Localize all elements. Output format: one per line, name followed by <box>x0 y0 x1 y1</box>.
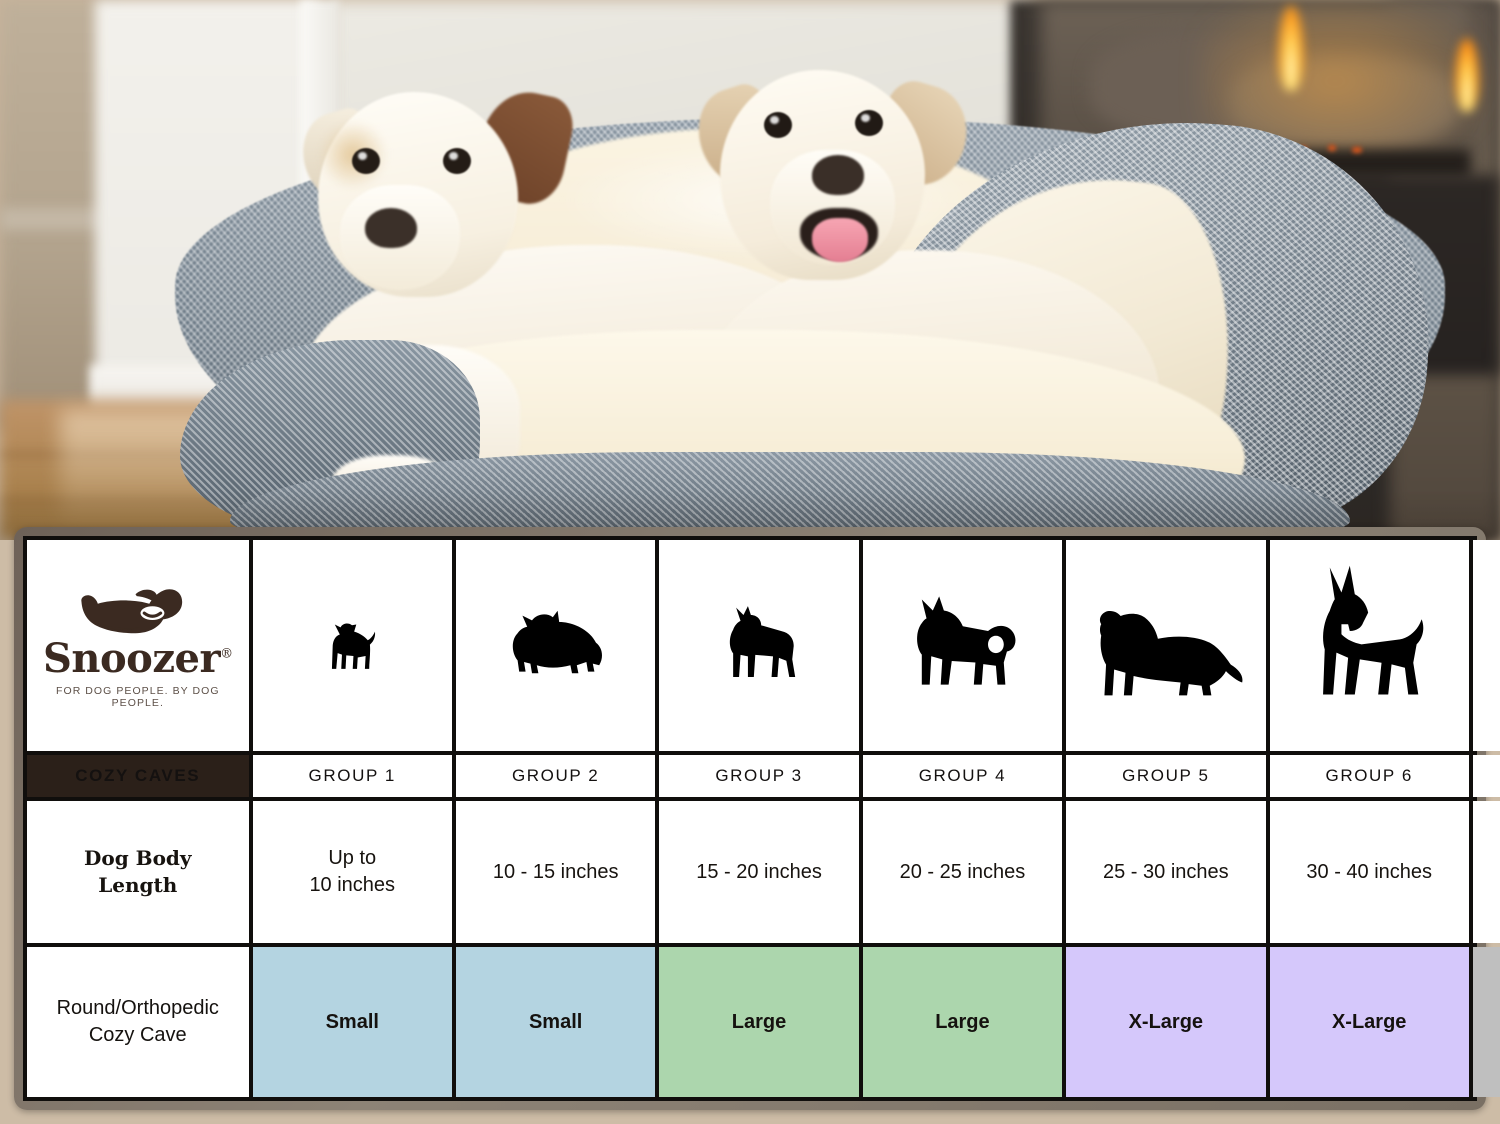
hero-product-photo <box>0 0 1500 540</box>
dog-left-nose <box>365 208 417 248</box>
doberman-silhouette <box>1323 565 1424 694</box>
golden-retriever-silhouette <box>1099 610 1243 695</box>
body-length-group-1-line2: 10 inches <box>309 874 396 896</box>
recommended-size-group-4: Large <box>862 947 1067 1097</box>
body-length-group-1: Up to 10 inches <box>252 801 456 943</box>
size-chart-table: Snoozer® FOR DOG PEOPLE. BY DOG PEOPLE. <box>23 536 1500 1101</box>
brand-logo: Snoozer® FOR DOG PEOPLE. BY DOG PEOPLE. <box>27 540 253 751</box>
cozy-cave-bed-front-rim <box>230 452 1350 540</box>
group-header-5: GROUP 5 <box>1066 755 1270 797</box>
silhouette-cell-group-6 <box>1269 540 1473 751</box>
recommended-size-group-3: Large <box>659 947 863 1097</box>
fire-flame-icon <box>1455 38 1479 112</box>
dog-right-tongue <box>812 218 868 262</box>
silhouette-cell-group-7 <box>1472 540 1500 751</box>
shiba-inu-silhouette <box>917 595 1016 685</box>
group-header-2: GROUP 2 <box>455 755 660 797</box>
recommended-size-label: Round/Orthopedic Cozy Cave <box>27 947 253 1097</box>
dog-left-eye-highlight <box>449 152 458 160</box>
body-length-group-5: 25 - 30 inches <box>1066 801 1270 943</box>
fire-ember <box>1328 145 1336 151</box>
fire-ember <box>1352 147 1362 153</box>
size-chart-frame: Snoozer® FOR DOG PEOPLE. BY DOG PEOPLE. <box>14 527 1500 1110</box>
fire-flame-icon <box>1278 5 1304 91</box>
silhouette-cell-group-2 <box>455 540 660 751</box>
body-length-group-6: 30 - 40 inches <box>1269 801 1473 943</box>
registered-trademark-icon: ® <box>220 646 233 662</box>
group-header-3: GROUP 3 <box>659 755 863 797</box>
recommended-size-label-line2: Cozy Cave <box>88 1024 187 1046</box>
silhouette-cell-group-5 <box>1066 540 1270 751</box>
silhouette-row: Snoozer® FOR DOG PEOPLE. BY DOG PEOPLE. <box>27 540 1500 755</box>
dog-body-length-row: Dog Body Length Up to 10 inches 10 - 15 … <box>27 801 1500 947</box>
group-header-row: COZY CAVES GROUP 1 GROUP 2 GROUP 3 GROUP… <box>27 755 1500 801</box>
cozy-caves-banner: COZY CAVES <box>27 755 253 797</box>
body-length-group-4: 20 - 25 inches <box>862 801 1067 943</box>
dog-right-eye-highlight <box>861 114 870 122</box>
body-length-group-3: 15 - 20 inches <box>659 801 863 943</box>
brand-wordmark: Snoozer® <box>43 638 233 679</box>
dog-left-eye <box>352 148 380 174</box>
great-dane-silhouette <box>1492 551 1500 741</box>
group-header-4: GROUP 4 <box>862 755 1067 797</box>
dog-right-eye <box>764 112 792 138</box>
recommended-size-group-6: X-Large <box>1269 947 1473 1097</box>
sleeping-dog-head-icon <box>81 588 182 633</box>
pomeranian-silhouette <box>512 610 602 673</box>
dog-right-eye <box>855 110 883 136</box>
recommended-size-group-2: Small <box>455 947 660 1097</box>
body-length-group-2: 10 - 15 inches <box>455 801 660 943</box>
brand-wordmark-text: Snoozer <box>42 634 221 682</box>
boston-terrier-silhouette <box>729 605 796 677</box>
dog-right-nose <box>812 155 864 195</box>
dog-left-eye-highlight <box>358 152 367 160</box>
silhouette-cell-group-1 <box>252 540 456 751</box>
dog-body-length-label: Dog Body Length <box>27 801 253 943</box>
recommended-size-group-5: X-Large <box>1066 947 1270 1097</box>
dog-right-eye-highlight <box>770 116 779 124</box>
silhouette-cell-group-4 <box>862 540 1067 751</box>
group-header-6: GROUP 6 <box>1269 755 1473 797</box>
dog-body-length-label-line1: Dog Body <box>84 846 192 870</box>
body-length-group-1-line1: Up to <box>328 847 377 869</box>
dog-left-eye <box>443 148 471 174</box>
chihuahua-silhouette <box>332 622 376 669</box>
recommended-size-label-line1: Round/Orthopedic <box>56 997 219 1019</box>
recommended-size-group-1: Small <box>252 947 456 1097</box>
group-header-1: GROUP 1 <box>252 755 456 797</box>
recommended-size-group-7: Not Recommended <box>1472 947 1500 1097</box>
body-length-group-7: 40 - 50 inches <box>1472 801 1500 943</box>
silhouette-cell-group-3 <box>659 540 863 751</box>
group-header-7: GROUP 7 <box>1472 755 1500 797</box>
brand-tagline: FOR DOG PEOPLE. BY DOG PEOPLE. <box>56 684 220 709</box>
recommended-size-row: Round/Orthopedic Cozy Cave Small Small L… <box>27 947 1500 1097</box>
dog-body-length-label-line2: Length <box>98 873 178 897</box>
photo-wall-trim <box>0 208 110 230</box>
